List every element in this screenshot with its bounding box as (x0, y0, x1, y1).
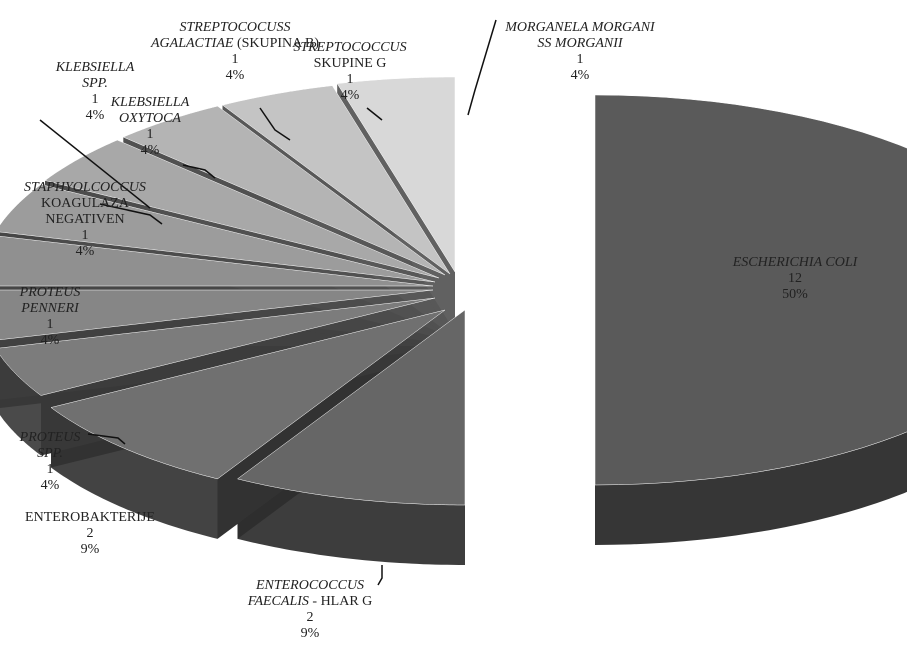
pie-slice (50, 309, 446, 480)
slice-label-line: 4% (40, 478, 60, 493)
slice-label-line: 1 (346, 72, 354, 87)
slice-label-line: SS MORGANII (537, 36, 623, 51)
slice-label: STREPTOCOCUSS AGALACTIAE (SKUPINA B) 1 4% (125, 20, 345, 84)
pie-slice (594, 94, 907, 486)
slice-label-line: KOAGULAZA (41, 196, 129, 211)
leader-line (467, 19, 497, 116)
slice-label-line: KLEBSIELLA (110, 95, 190, 110)
slice-label-line: STREPTOCOCUSS (179, 20, 291, 35)
slice-label: MORGANELA MORGANI SS MORGANII 1 4% (470, 20, 690, 84)
leader-line (259, 107, 291, 141)
slice-label-line: 2 (86, 526, 94, 541)
slice-label-line: SPP. (37, 446, 63, 461)
pie-slice (0, 235, 434, 287)
slice-label: ENTEROBAKTERIJE 2 9% (0, 510, 200, 558)
slice-label-line: ESCHERICHIA COLI (732, 255, 858, 270)
slice-label-line: PROTEUS (19, 430, 81, 445)
slice-label-line: 9% (80, 542, 100, 557)
slice-label-line: SKUPINE G (313, 56, 387, 71)
slice-label: KLEBSIELLA SPP. 1 4% (0, 60, 205, 124)
slice-label-line: STAPHYOLCOCCUS (24, 180, 146, 195)
slice-label-line: 50% (782, 287, 808, 302)
pie-slice (336, 76, 456, 273)
slice-label-line: FAECALIS - HLAR G (247, 594, 373, 609)
slice-label-line: 1 (81, 228, 89, 243)
slice-label-line: 4% (570, 68, 590, 83)
slice-label-line: 4% (75, 244, 95, 259)
slice-label-line: 4% (140, 143, 160, 158)
slice-label-line: 1 (46, 462, 54, 477)
pie-tops (0, 76, 907, 506)
slice-label-line: NEGATIVEN (45, 212, 125, 227)
slice-label-line: 2 (306, 610, 314, 625)
slice-label-line: 9% (300, 626, 320, 641)
leader-line (182, 164, 216, 179)
slice-label-line: STREPTOCOCCUS (293, 40, 407, 55)
slice-label: PROTEUS SPP. 1 4% (0, 430, 160, 494)
slice-label-line: AGALACTIAE (SKUPINA B) (150, 36, 320, 51)
slice-label-line: 1 (146, 127, 154, 142)
slice-label: STAPHYOLCOCCUS KOAGULAZA NEGATIVEN 1 4% (0, 180, 195, 260)
slice-label-line: KLEBSIELLA (55, 60, 135, 75)
slice-label: KLEBSIELLA OXYTOCA 1 4% (40, 95, 260, 159)
slice-label-line: SPP. (82, 76, 108, 91)
slice-label-line: 1 (576, 52, 584, 67)
slice-label-line: PENNERI (21, 301, 79, 316)
pie-slice-side (237, 478, 465, 565)
slice-label-line: 4% (340, 88, 360, 103)
pie-slice (44, 139, 440, 279)
slice-label-line: MORGANELA MORGANI (505, 20, 655, 35)
pie-slice (236, 309, 466, 506)
leader-line (39, 119, 151, 209)
slice-label-line: ENTEROBAKTERIJE (25, 510, 155, 525)
leader-line (377, 565, 383, 586)
slice-label: ESCHERICHIA COLI 12 50% (685, 255, 905, 303)
pie-slice (0, 289, 434, 341)
pie-slice-side (595, 431, 907, 545)
pie-slice (0, 297, 436, 396)
slice-label-line: ENTEROCOCCUS (255, 578, 365, 593)
slice-label: PROTEUS PENNERI 1 4% (0, 285, 160, 349)
slice-label-line: 4% (85, 108, 105, 123)
slice-label: STREPTOCOCCUS SKUPINE G 1 4% (240, 40, 460, 104)
slice-label-line: 4% (40, 333, 60, 348)
leader-line (87, 433, 126, 445)
slice-label-line: OXYTOCA (119, 111, 181, 126)
pie-slice (0, 184, 436, 283)
slice-label-line: 4% (225, 68, 245, 83)
slice-label-line: 1 (91, 92, 99, 107)
leader-line (366, 107, 383, 121)
leader-line (99, 203, 163, 225)
slice-label-line: 1 (231, 52, 239, 67)
slice-label: ENTEROCOCCUS FAECALIS - HLAR G 2 9% (200, 578, 420, 642)
leader-lines (39, 19, 497, 586)
pie-slice (122, 105, 446, 276)
slice-label-line: PROTEUS (19, 285, 81, 300)
slice-label-line: 1 (46, 317, 54, 332)
slice-label-line: 12 (788, 271, 802, 286)
